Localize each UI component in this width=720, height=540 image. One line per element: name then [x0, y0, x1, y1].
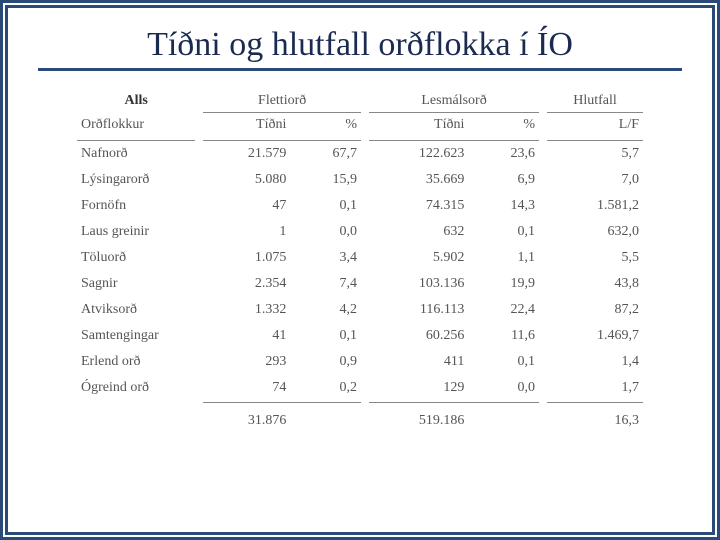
cell-lf: 632,0 — [543, 219, 647, 245]
cell-l-pct: 22,4 — [472, 297, 543, 323]
cell-f-tidni: 2.354 — [199, 271, 294, 297]
cell-lf: 7,0 — [543, 167, 647, 193]
cell-f-pct: 0,9 — [294, 349, 365, 375]
cell-l-pct: 0,1 — [472, 349, 543, 375]
cell-f-pct: 67,7 — [294, 141, 365, 167]
totals-row: 31.876 519.186 16,3 — [73, 403, 647, 433]
group-header-flettiord: Flettiorð — [199, 89, 365, 111]
cell-lf: 43,8 — [543, 271, 647, 297]
cell-lf: 5,5 — [543, 245, 647, 271]
table-row: Erlend orð2930,94110,11,4 — [73, 349, 647, 375]
cell-lf: 5,7 — [543, 141, 647, 167]
table-row: Nafnorð21.57967,7122.62323,65,7 — [73, 141, 647, 167]
table-row: Atviksorð1.3324,2116.11322,487,2 — [73, 297, 647, 323]
cell-f-tidni: 5.080 — [199, 167, 294, 193]
cell-l-tidni: 60.256 — [365, 323, 472, 349]
cell-l-tidni: 122.623 — [365, 141, 472, 167]
total-lf: 16,3 — [543, 403, 647, 433]
cell-label: Töluorð — [73, 245, 199, 271]
cell-l-tidni: 74.315 — [365, 193, 472, 219]
cell-l-pct: 14,3 — [472, 193, 543, 219]
header-lf: L/F — [543, 113, 647, 139]
table-row: Lýsingarorð5.08015,935.6696,97,0 — [73, 167, 647, 193]
cell-l-tidni: 129 — [365, 375, 472, 401]
group-header-hlutfall: Hlutfall — [543, 89, 647, 111]
cell-l-tidni: 632 — [365, 219, 472, 245]
cell-label: Nafnorð — [73, 141, 199, 167]
cell-l-tidni: 411 — [365, 349, 472, 375]
cell-f-pct: 4,2 — [294, 297, 365, 323]
cell-f-pct: 7,4 — [294, 271, 365, 297]
title-rule — [38, 68, 682, 71]
cell-lf: 1,4 — [543, 349, 647, 375]
cell-f-pct: 0,1 — [294, 323, 365, 349]
cell-l-pct: 1,1 — [472, 245, 543, 271]
cell-label: Sagnir — [73, 271, 199, 297]
table-wrap: Alls Flettiorð Lesmálsorð Hlutfall Orðfl… — [73, 89, 647, 433]
cell-f-pct: 3,4 — [294, 245, 365, 271]
cell-l-tidni: 35.669 — [365, 167, 472, 193]
table-row: Sagnir2.3547,4103.13619,943,8 — [73, 271, 647, 297]
table-row: Ógreind orð740,21290,01,7 — [73, 375, 647, 401]
cell-f-pct: 15,9 — [294, 167, 365, 193]
total-f-tidni: 31.876 — [199, 403, 294, 433]
cell-label: Laus greinir — [73, 219, 199, 245]
group-header-lesmalsord: Lesmálsorð — [365, 89, 543, 111]
cell-l-pct: 0,1 — [472, 219, 543, 245]
cell-f-tidni: 47 — [199, 193, 294, 219]
table-row: Fornöfn470,174.31514,31.581,2 — [73, 193, 647, 219]
cell-label: Samtengingar — [73, 323, 199, 349]
cell-lf: 1.469,7 — [543, 323, 647, 349]
cell-lf: 87,2 — [543, 297, 647, 323]
data-table: Alls Flettiorð Lesmálsorð Hlutfall Orðfl… — [73, 89, 647, 433]
cell-l-tidni: 116.113 — [365, 297, 472, 323]
cell-label: Fornöfn — [73, 193, 199, 219]
group-header-row: Alls Flettiorð Lesmálsorð Hlutfall — [73, 89, 647, 111]
header-tidni-2: Tíðni — [365, 113, 472, 139]
header-tidni-1: Tíðni — [199, 113, 294, 139]
cell-f-pct: 0,0 — [294, 219, 365, 245]
cell-l-pct: 19,9 — [472, 271, 543, 297]
slide-frame: Tíðni og hlutfall orðflokka í ÍO Alls Fl… — [0, 0, 720, 540]
header-ordflokkur: Orðflokkur — [73, 113, 199, 139]
cell-f-tidni: 74 — [199, 375, 294, 401]
cell-f-tidni: 41 — [199, 323, 294, 349]
cell-f-tidni: 1.332 — [199, 297, 294, 323]
table-row: Laus greinir10,06320,1632,0 — [73, 219, 647, 245]
cell-l-pct: 11,6 — [472, 323, 543, 349]
cell-l-pct: 0,0 — [472, 375, 543, 401]
cell-label: Atviksorð — [73, 297, 199, 323]
table-body: Nafnorð21.57967,7122.62323,65,7Lýsingaro… — [73, 141, 647, 401]
cell-label: Lýsingarorð — [73, 167, 199, 193]
cell-l-tidni: 5.902 — [365, 245, 472, 271]
sub-header-row: Orðflokkur Tíðni % Tíðni % L/F — [73, 113, 647, 139]
table-row: Samtengingar410,160.25611,61.469,7 — [73, 323, 647, 349]
header-pct-1: % — [294, 113, 365, 139]
cell-f-pct: 0,2 — [294, 375, 365, 401]
cell-l-tidni: 103.136 — [365, 271, 472, 297]
cell-f-tidni: 293 — [199, 349, 294, 375]
group-header-alls: Alls — [73, 89, 199, 111]
page-title: Tíðni og hlutfall orðflokka í ÍO — [38, 26, 682, 64]
cell-f-tidni: 1 — [199, 219, 294, 245]
cell-lf: 1,7 — [543, 375, 647, 401]
cell-label: Erlend orð — [73, 349, 199, 375]
cell-f-pct: 0,1 — [294, 193, 365, 219]
cell-label: Ógreind orð — [73, 375, 199, 401]
total-l-tidni: 519.186 — [365, 403, 472, 433]
cell-f-tidni: 1.075 — [199, 245, 294, 271]
cell-l-pct: 23,6 — [472, 141, 543, 167]
cell-f-tidni: 21.579 — [199, 141, 294, 167]
cell-l-pct: 6,9 — [472, 167, 543, 193]
cell-lf: 1.581,2 — [543, 193, 647, 219]
header-pct-2: % — [472, 113, 543, 139]
table-row: Töluorð1.0753,45.9021,15,5 — [73, 245, 647, 271]
